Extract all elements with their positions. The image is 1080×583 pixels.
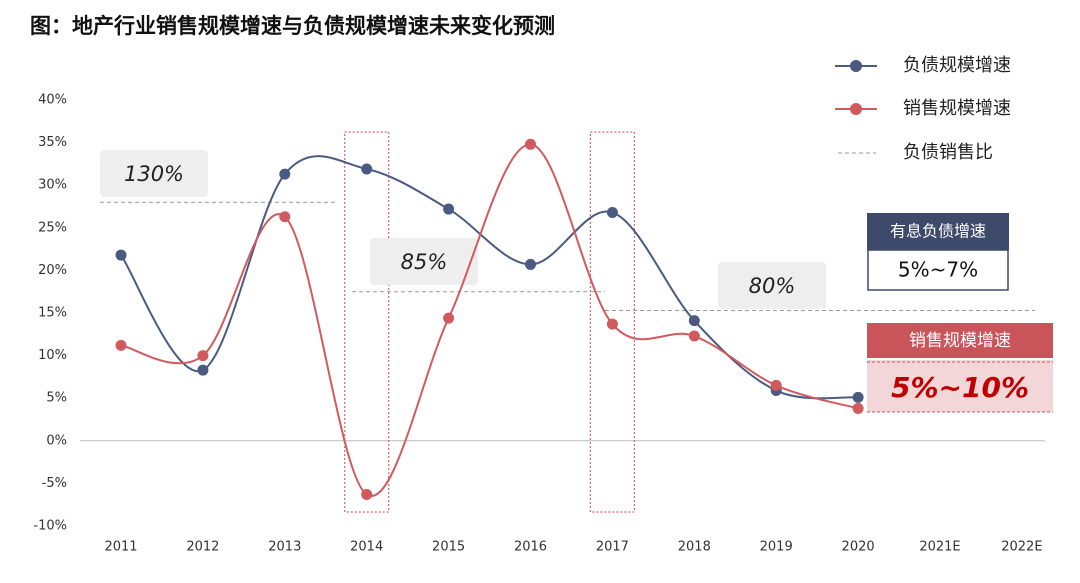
series-line: [120, 155, 859, 400]
x-tick-label: 2012: [186, 540, 219, 555]
x-tick-label: 2014: [350, 540, 383, 555]
data-point: [361, 163, 373, 175]
x-tick-label: 2013: [268, 540, 301, 555]
x-tick-label: 2022E: [1001, 540, 1042, 555]
y-tick-label: 25%: [38, 220, 67, 235]
data-point: [606, 206, 618, 218]
chart-title: 图：地产行业销售规模增速与负债规模增速未来变化预测: [30, 14, 555, 38]
y-tick-label: 5%: [46, 391, 67, 406]
series-line: [120, 143, 859, 497]
data-point: [197, 350, 209, 362]
legend-label: 负债销售比: [903, 142, 993, 163]
x-tick-label: 2017: [596, 540, 629, 555]
x-tick-label: 2021E: [919, 540, 960, 555]
data-point: [525, 258, 536, 270]
ratio-label: 85%: [401, 250, 448, 274]
x-tick-label: 2019: [760, 540, 793, 555]
y-tick-label: 35%: [38, 135, 67, 150]
legend-dot: [850, 103, 862, 115]
y-tick-label: -5%: [42, 476, 67, 491]
data-point: [197, 364, 209, 376]
ratio-label: 130%: [124, 162, 184, 186]
legend-label: 负债规模增速: [903, 55, 1011, 76]
forecast-title: 销售规模增速: [909, 331, 1011, 351]
y-tick-label: 30%: [38, 178, 67, 193]
ratio-label: 80%: [749, 274, 796, 298]
y-tick-label: -10%: [33, 519, 67, 534]
data-point: [115, 249, 127, 261]
data-point: [443, 203, 455, 215]
legend-dot: [850, 60, 862, 72]
y-tick-label: 20%: [38, 263, 67, 278]
forecast-header: [867, 323, 1053, 358]
forecast-text: 5%~7%: [898, 258, 978, 282]
data-point: [852, 402, 864, 414]
forecast-body: [867, 360, 1053, 412]
ratio-label-box: [100, 150, 208, 197]
legend-label: 销售规模增速: [903, 98, 1011, 119]
forecast-text: 5%~10%: [891, 371, 1029, 404]
highlight-box: [589, 131, 636, 513]
data-point: [361, 488, 373, 500]
x-tick-label: 2015: [432, 540, 465, 555]
data-point: [688, 330, 700, 342]
data-point: [443, 312, 455, 324]
data-point: [770, 379, 782, 391]
ratio-label-box: [718, 262, 826, 309]
y-tick-label: 0%: [46, 433, 67, 448]
highlight-box: [344, 131, 390, 513]
data-point: [525, 138, 536, 150]
x-tick-label: 2020: [842, 540, 875, 555]
forecast-header: [867, 213, 1009, 250]
data-point: [688, 315, 700, 327]
data-point: [852, 391, 864, 403]
x-tick-label: 2016: [514, 540, 547, 555]
forecast-body: [867, 249, 1009, 291]
y-tick-label: 10%: [38, 348, 67, 363]
ratio-label-box: [370, 238, 478, 285]
data-point: [279, 211, 291, 223]
y-tick-label: 40%: [38, 93, 67, 108]
x-tick-label: 2018: [678, 540, 711, 555]
forecast-title: 有息负债增速: [890, 222, 986, 241]
y-tick-label: 15%: [38, 306, 67, 321]
data-point: [279, 168, 291, 180]
x-tick-label: 2011: [104, 540, 137, 555]
data-point: [115, 339, 127, 351]
data-point: [606, 318, 618, 330]
